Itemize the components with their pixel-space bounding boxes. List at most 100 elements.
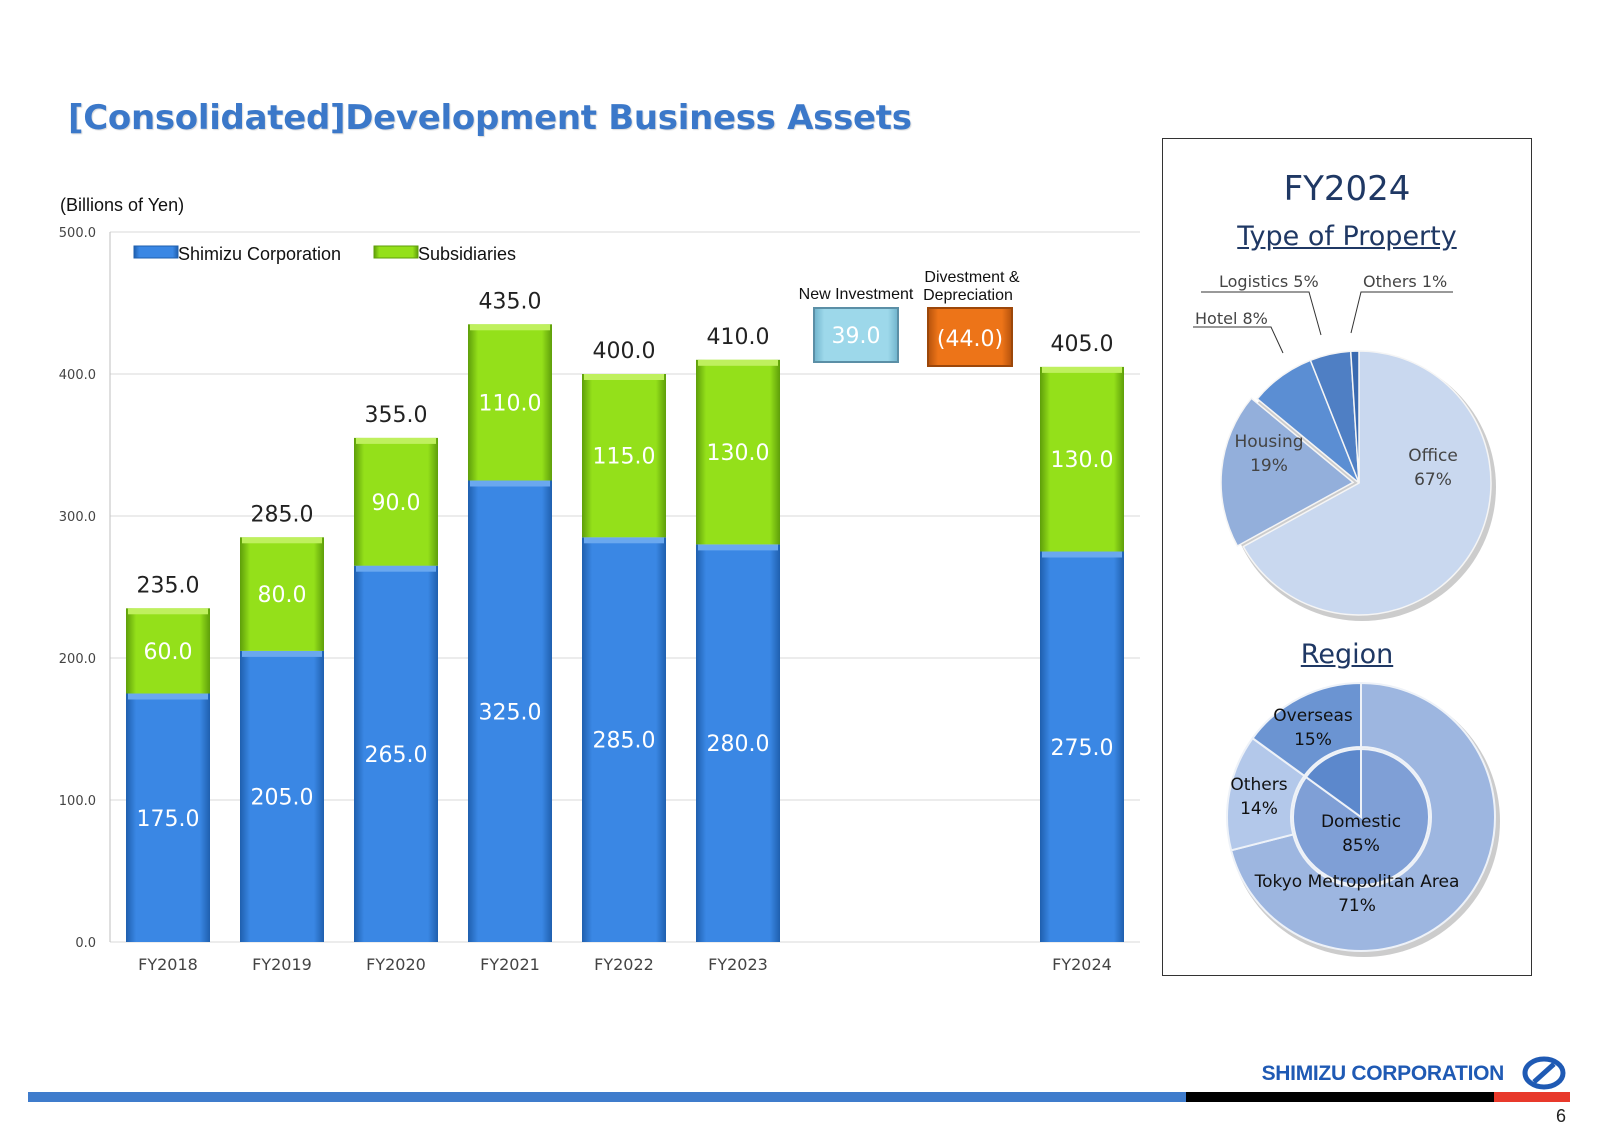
bar-shimizu xyxy=(240,650,324,942)
stacked-bar-chart: 0.0 100.0 200.0 300.0 400.0 500.0 Shimizu Corp… xyxy=(59,226,1140,974)
bar-bevel xyxy=(128,608,208,615)
brand-name: SHIMIZU CORPORATION xyxy=(1261,1062,1505,1085)
donut-label-overseas-value: 15% xyxy=(1294,730,1332,750)
bar-bevel xyxy=(698,544,778,551)
pie-label-office-name: Office xyxy=(1408,446,1458,466)
bar-subsidiaries xyxy=(696,359,780,545)
bar-bevel xyxy=(356,437,436,444)
x-tick-label: FY2018 xyxy=(138,955,198,974)
footer-bar-red xyxy=(1494,1092,1570,1102)
y-tick-label: 0.0 xyxy=(75,936,96,951)
bar-value-shimizu: 275.0 xyxy=(1051,736,1114,761)
bar-total-label: 405.0 xyxy=(1051,332,1114,357)
bar-shimizu xyxy=(126,693,210,942)
legend-label-subsidiaries: Subsidiaries xyxy=(418,244,516,264)
donut-label-domestic-value: 85% xyxy=(1342,836,1380,856)
donut-label-others-name: Others xyxy=(1230,775,1287,795)
bar-bevel xyxy=(1042,366,1122,373)
bar-value-subsidiaries: 110.0 xyxy=(479,391,542,416)
donut-label-tokyo-name: Tokyo Metropolitan Area xyxy=(1254,872,1460,892)
legend-swatch-shimizu xyxy=(133,245,179,259)
donut-outer-overseas xyxy=(1251,681,1362,778)
pie-slice-office xyxy=(1242,350,1492,616)
bar-value-subsidiaries: 130.0 xyxy=(707,441,770,466)
x-tick-label: FY2021 xyxy=(480,955,540,974)
bar-value-subsidiaries: 90.0 xyxy=(372,491,421,516)
donut-label-others-value: 14% xyxy=(1240,799,1278,819)
divestment-box xyxy=(927,307,1013,367)
bar-bevel xyxy=(356,565,436,572)
bar-value-shimizu: 285.0 xyxy=(593,729,656,754)
shimizu-logo-icon xyxy=(1522,1056,1566,1090)
bar-total-label: 285.0 xyxy=(251,502,314,527)
bar-bevel xyxy=(128,693,208,700)
divestment-label-line1: Divestment & xyxy=(924,269,1019,286)
pie-label-housing-name: Housing xyxy=(1234,432,1303,452)
pie-charts: Office 67% Housing 19% Hotel 8% Logistics 5% O… xyxy=(1193,272,1500,957)
footer-bar-black xyxy=(1186,1092,1494,1102)
legend-swatch-subsidiaries xyxy=(373,245,419,259)
bar-subsidiaries xyxy=(240,537,324,651)
panel-year: FY2024 xyxy=(1283,169,1411,209)
bar-total-label: 355.0 xyxy=(365,403,428,428)
new-investment-value: 39.0 xyxy=(832,324,881,349)
leader-line-logistics xyxy=(1201,291,1322,336)
bar-value-shimizu: 280.0 xyxy=(707,732,770,757)
bar-shimizu xyxy=(696,544,780,942)
pie-label-hotel: Hotel 8% xyxy=(1195,309,1268,328)
bar-total-label: 400.0 xyxy=(593,339,656,364)
bar-subsidiaries xyxy=(468,324,552,481)
leader-line-hotel xyxy=(1193,326,1284,354)
pie-label-office-value: 67% xyxy=(1414,470,1452,490)
bar-total-label: 435.0 xyxy=(479,289,542,314)
bar-shimizu xyxy=(1040,551,1124,942)
bar-value-shimizu: 205.0 xyxy=(251,785,314,810)
x-tick-label: FY2023 xyxy=(708,955,768,974)
bar-value-shimizu: 175.0 xyxy=(137,807,200,832)
type-of-property-title: Type of Property xyxy=(1237,221,1457,252)
pie-label-housing-value: 19% xyxy=(1250,456,1288,476)
donut-outer-tokyo xyxy=(1229,681,1496,952)
new-investment-label: New Investment xyxy=(799,286,914,303)
x-tick-label: FY2022 xyxy=(594,955,654,974)
region-title: Region xyxy=(1300,639,1394,670)
page-title: [Consolidated]Development Business Asset… xyxy=(68,98,912,138)
donut-inner-overseas xyxy=(1304,747,1362,819)
y-tick-label: 100.0 xyxy=(59,794,96,809)
y-tick-label: 300.0 xyxy=(59,510,96,525)
bar-shimizu xyxy=(468,480,552,942)
bar-shimizu xyxy=(354,565,438,942)
divestment-label-line2: Depreciation xyxy=(923,287,1013,304)
pie-label-logistics: Logistics 5% xyxy=(1219,272,1319,291)
x-tick-label: FY2020 xyxy=(366,955,426,974)
y-tick-label: 400.0 xyxy=(59,368,96,383)
bar-shimizu xyxy=(582,537,666,942)
x-tick-label: FY2019 xyxy=(252,955,312,974)
bar-bevel xyxy=(470,480,550,487)
bar-subsidiaries xyxy=(582,374,666,538)
pie-slice-others xyxy=(1349,350,1360,484)
bar-bevel xyxy=(584,374,664,380)
new-investment-box xyxy=(813,307,899,363)
bar-subsidiaries xyxy=(354,437,438,566)
unit-label: (Billions of Yen) xyxy=(60,195,185,215)
bar-bevel xyxy=(1042,551,1122,558)
page-number: 6 xyxy=(1556,1106,1567,1126)
y-tick-label: 500.0 xyxy=(59,226,96,241)
bar-bevel xyxy=(242,537,322,544)
bar-value-shimizu: 325.0 xyxy=(479,700,542,725)
donut-label-overseas-name: Overseas xyxy=(1273,706,1353,726)
divestment-value: (44.0) xyxy=(937,327,1003,352)
fy2024-breakdown-panel: FY2024 Type of Property Region Office 67%… xyxy=(1162,138,1532,976)
leader-line-others xyxy=(1350,291,1453,334)
bar-total-label: 235.0 xyxy=(137,573,200,598)
bar-value-subsidiaries: 115.0 xyxy=(593,445,656,470)
bar-bevel xyxy=(584,537,664,544)
bar-subsidiaries xyxy=(126,608,210,694)
legend-label-shimizu: Shimizu Corporation xyxy=(178,244,341,264)
bar-value-shimizu: 265.0 xyxy=(365,743,428,768)
donut-label-domestic-name: Domestic xyxy=(1321,812,1401,832)
footer-bar-blue xyxy=(28,1092,1186,1102)
donut-label-tokyo-value: 71% xyxy=(1338,896,1376,916)
pie-label-others: Others 1% xyxy=(1363,272,1447,291)
